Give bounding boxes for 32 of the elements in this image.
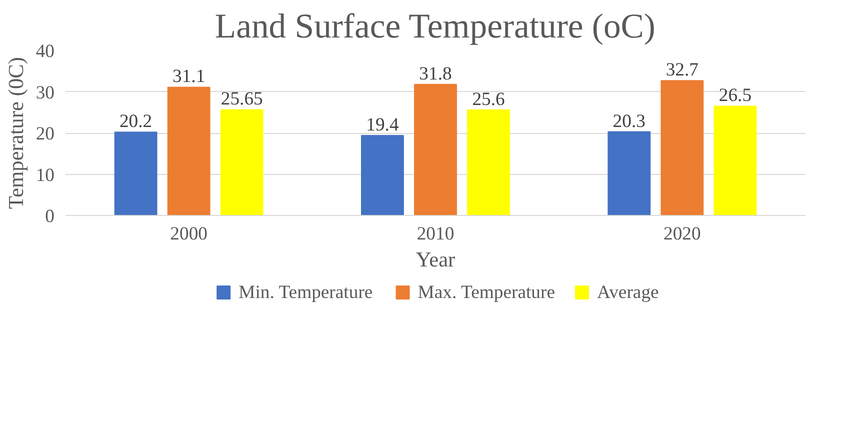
y-tick-label: 40 [36,41,54,62]
legend-label: Min. Temperature [238,282,373,303]
bar [114,132,158,216]
bar [167,86,210,216]
chart-title: Land Surface Temperature (oC) [214,8,656,46]
data-label: 20.3 [612,110,646,132]
y-tick-label: 30 [36,82,54,104]
bar [467,109,510,216]
bar [220,109,264,216]
legend-label: Average [597,282,659,303]
data-label: 19.4 [366,114,400,136]
y-tick-label: 10 [36,164,54,186]
x-tick-label: 2010 [416,224,454,244]
x-tick-label: 2000 [170,224,208,244]
y-tick-label: 20 [36,124,54,144]
x-tick-label: 2020 [664,224,701,244]
y-axis-title: Temperature (0C) [4,57,28,209]
bar [414,84,457,216]
bar [660,80,704,216]
data-label: 20.2 [119,111,152,132]
data-label: 25.6 [472,88,505,110]
data-label: 26.5 [718,85,752,106]
data-label: 32.7 [666,60,698,81]
legend-label: Max. Temperature [418,282,555,303]
bar [714,106,757,216]
data-label: 31.8 [419,63,452,84]
data-label: 25.65 [220,88,263,110]
y-tick-label: 0 [45,206,54,227]
data-label: 31.1 [172,66,206,88]
bar [361,134,404,216]
x-axis-title: Year [416,248,456,272]
bar [608,131,651,216]
